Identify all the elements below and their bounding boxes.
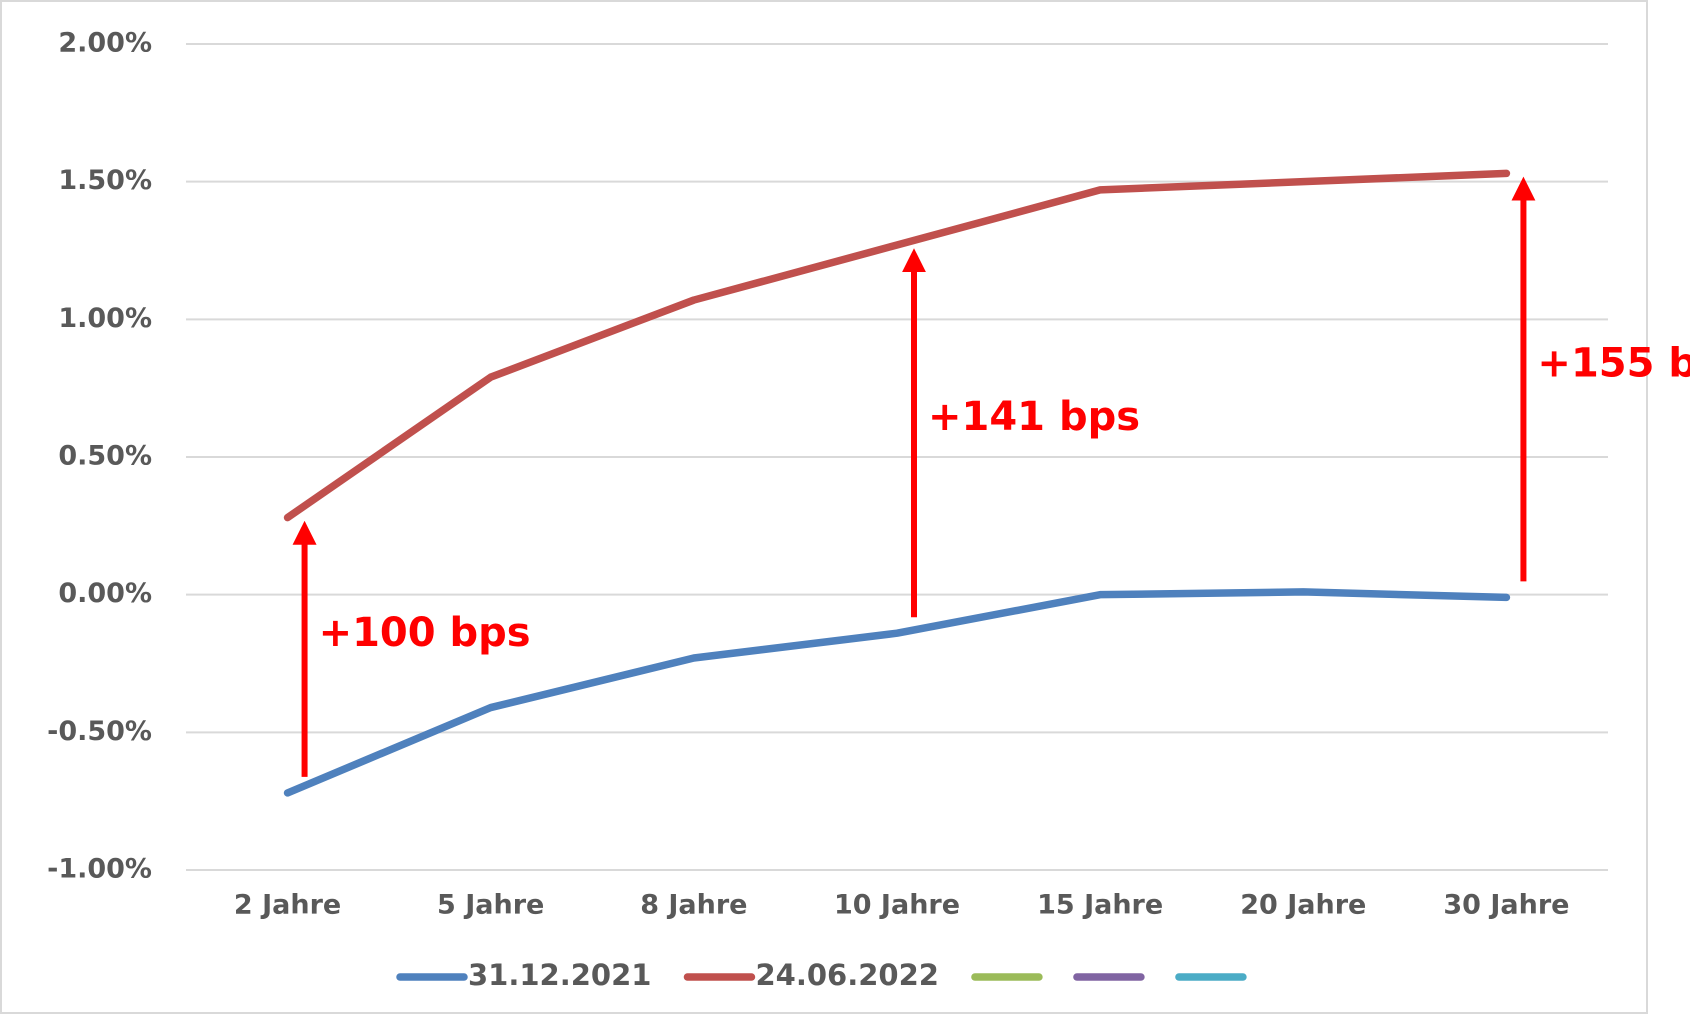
series-line — [283, 588, 1511, 797]
y-tick-label: 1.50% — [58, 165, 152, 196]
x-tick-label: 10 Jahre — [834, 890, 960, 921]
x-tick-label: 8 Jahre — [640, 890, 747, 921]
annotation-label: +100 bps — [319, 610, 531, 656]
annotation-label: +141 bps — [928, 394, 1140, 440]
x-tick-label: 20 Jahre — [1240, 890, 1366, 921]
y-tick-label: -1.00% — [47, 854, 152, 885]
annotation-label: +155 bps — [1537, 340, 1690, 386]
x-tick-label: 15 Jahre — [1037, 890, 1163, 921]
x-tick-label: 30 Jahre — [1443, 890, 1569, 921]
legend-label: 31.12.2021 — [468, 958, 651, 992]
y-tick-label: 0.00% — [58, 578, 152, 609]
x-tick-label: 5 Jahre — [437, 890, 544, 921]
series-line — [283, 169, 1511, 522]
legend-label: 24.06.2022 — [755, 958, 938, 992]
y-tick-label: 1.00% — [58, 303, 152, 334]
y-tick-label: -0.50% — [47, 716, 152, 747]
y-tick-label: 0.50% — [58, 441, 152, 472]
y-tick-label: 2.00% — [58, 28, 152, 59]
chart-frame — [0, 0, 1648, 1014]
x-tick-label: 2 Jahre — [234, 890, 341, 921]
